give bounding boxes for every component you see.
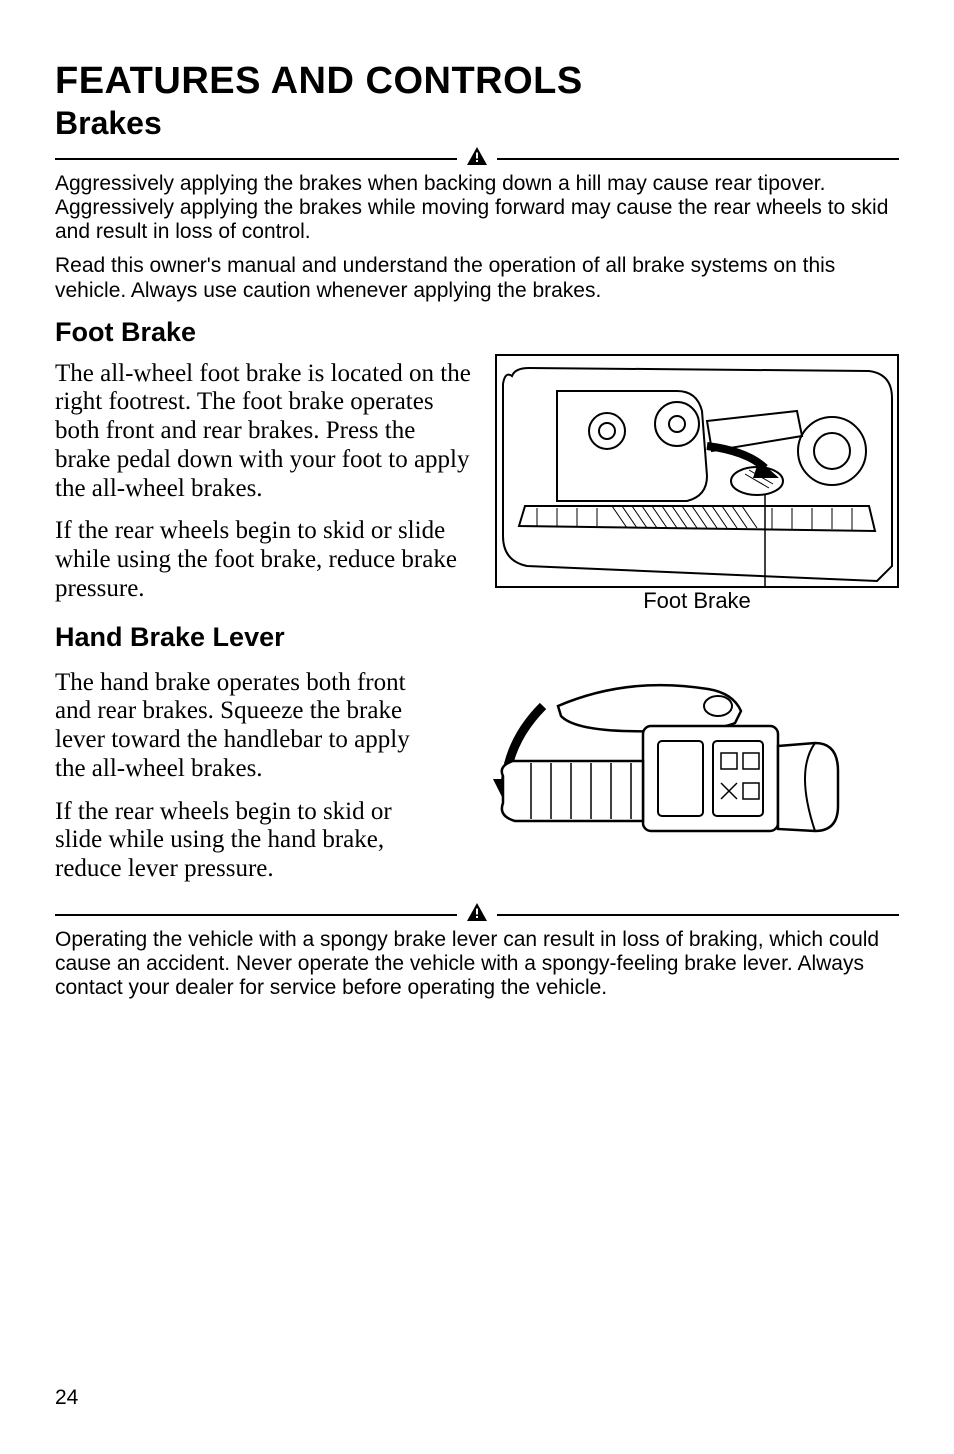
warning-text: Operating the vehicle with a spongy brak… [55, 928, 899, 1000]
figure-foot-brake [495, 354, 899, 588]
divider-line [55, 914, 457, 916]
figure-hand-brake [443, 671, 843, 861]
hand-brake-row: The hand brake operates both front and r… [55, 663, 899, 898]
warning-icon [467, 903, 487, 921]
divider-line [55, 158, 457, 160]
foot-brake-row: The all-wheel foot brake is located on t… [55, 354, 899, 659]
warning-divider-bottom [55, 906, 899, 924]
divider-line [497, 914, 899, 916]
figure-caption: Foot Brake [495, 588, 899, 614]
page-number: 24 [55, 1386, 78, 1410]
warning-icon [467, 147, 487, 165]
section-title: Brakes [55, 105, 899, 142]
body-text: If the rear wheels begin to skid or slid… [55, 798, 425, 884]
body-text: The hand brake operates both front and r… [55, 669, 425, 784]
body-text: If the rear wheels begin to skid or slid… [55, 517, 477, 603]
warning-text: Read this owner's manual and understand … [55, 254, 899, 302]
warning-text: Aggressively applying the brakes when ba… [55, 172, 899, 244]
divider-line [497, 158, 899, 160]
heading-foot-brake: Foot Brake [55, 317, 899, 348]
page-title: FEATURES AND CONTROLS [55, 60, 899, 103]
heading-hand-brake: Hand Brake Lever [55, 622, 477, 653]
body-text: The all-wheel foot brake is located on t… [55, 360, 477, 504]
warning-divider-top [55, 150, 899, 168]
